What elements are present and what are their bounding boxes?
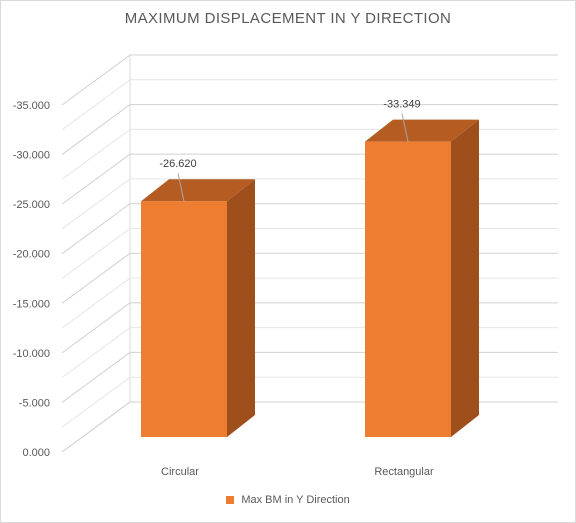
legend-swatch <box>226 496 235 505</box>
gridline-side <box>61 302 131 354</box>
gridline-side <box>61 277 131 329</box>
legend-label: Max BM in Y Direction <box>241 494 350 507</box>
y-tick-label: -35.000 <box>13 100 50 112</box>
bar-circular <box>141 201 227 437</box>
gridline-side <box>61 153 131 205</box>
y-tick-label: -25.000 <box>13 199 50 211</box>
bar-top-circular <box>141 179 255 202</box>
gridline-side <box>61 352 131 403</box>
gridline-side <box>61 128 131 180</box>
gridline-side <box>61 376 131 428</box>
chart-title: MAXIMUM DISPLACEMENT IN Y DIRECTION <box>124 10 452 27</box>
gridline-side <box>61 327 131 379</box>
bar-rectangular <box>365 141 451 437</box>
y-tick-label: -5.000 <box>19 397 50 409</box>
y-tick-label: -30.000 <box>13 150 50 162</box>
x-tick-label: Circular <box>161 466 199 478</box>
gridline-side <box>61 203 131 255</box>
gridline-side <box>61 252 131 304</box>
x-tick-label: Rectangular <box>374 466 434 478</box>
bar-side-rectangular <box>451 119 479 438</box>
bar-top-rectangular <box>365 119 479 142</box>
legend: Max BM in Y Direction <box>0 494 576 506</box>
data-label-circular: -26.620 <box>159 158 196 170</box>
gridline-side <box>61 79 131 131</box>
y-tick-label: 0.000 <box>22 447 50 459</box>
gridline-side <box>61 401 131 453</box>
gridline-side <box>61 178 131 230</box>
data-label-rectangular: -33.349 <box>383 99 420 111</box>
y-tick-label: -15.000 <box>13 298 50 310</box>
y-tick-label: -10.000 <box>13 348 50 360</box>
gridline-side <box>61 54 131 106</box>
gridline-side <box>61 228 131 279</box>
data-label-leader <box>177 173 185 202</box>
gridline-side <box>61 104 131 155</box>
y-tick-label: -20.000 <box>13 249 50 261</box>
data-label-leader <box>401 113 409 142</box>
bar-side-circular <box>227 179 255 438</box>
